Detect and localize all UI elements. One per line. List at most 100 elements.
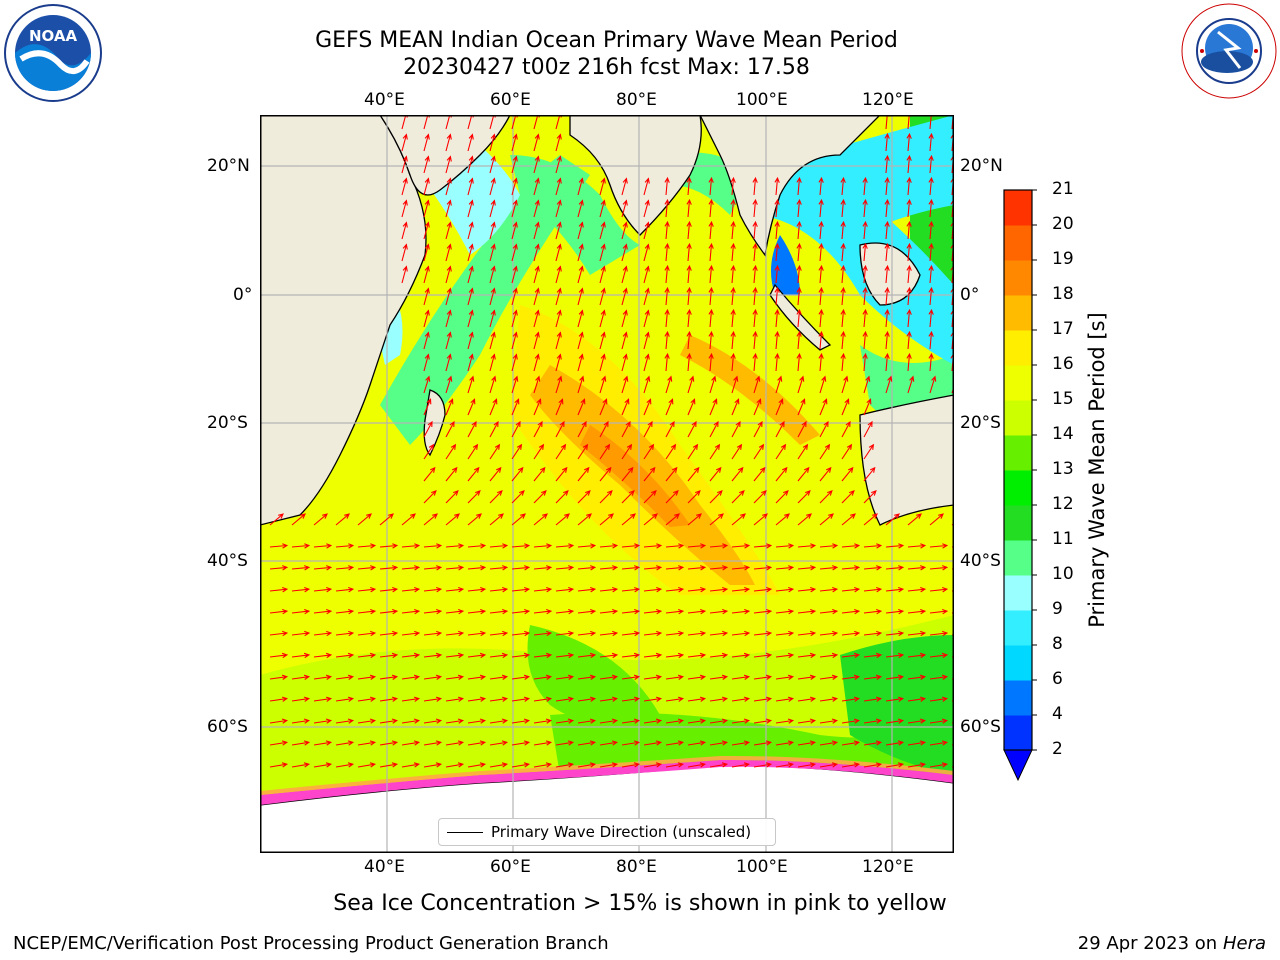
wave-arrow bbox=[731, 740, 751, 746]
wave-arrow bbox=[599, 586, 619, 593]
wave-arrow bbox=[885, 674, 905, 680]
wave-arrow bbox=[774, 352, 780, 372]
wave-arrow bbox=[862, 220, 868, 240]
wave-arrow bbox=[841, 543, 861, 549]
wave-arrow bbox=[840, 264, 846, 284]
wave-arrow bbox=[775, 586, 795, 593]
wave-arrow bbox=[774, 198, 780, 218]
wave-arrow bbox=[643, 762, 663, 768]
wave-arrow bbox=[731, 543, 751, 549]
wave-arrow bbox=[511, 630, 531, 637]
wave-arrow bbox=[357, 718, 377, 724]
wave-arrow bbox=[467, 543, 487, 549]
wave-arrow bbox=[423, 543, 443, 549]
wave-arrow bbox=[511, 375, 519, 394]
wave-arrow bbox=[489, 565, 509, 571]
wave-arrow bbox=[533, 565, 553, 571]
wave-arrow bbox=[467, 565, 487, 571]
wave-arrow bbox=[555, 513, 570, 526]
wave-arrow bbox=[665, 762, 685, 768]
wave-arrow bbox=[863, 740, 883, 746]
wave-arrow bbox=[313, 696, 333, 702]
wave-arrow bbox=[796, 264, 802, 284]
wave-arrow bbox=[423, 586, 443, 593]
wave-arrow bbox=[511, 155, 518, 174]
lon-label-bottom-120e: 120°E bbox=[862, 857, 914, 877]
wave-arrow bbox=[797, 652, 817, 659]
wave-arrow bbox=[840, 308, 846, 328]
wave-arrow bbox=[687, 674, 707, 680]
wave-arrow bbox=[862, 352, 868, 372]
sea-ice-edge bbox=[260, 759, 954, 805]
wave-arrow bbox=[313, 608, 333, 615]
wave-arrow bbox=[445, 243, 452, 262]
wave-arrow bbox=[313, 565, 333, 571]
wave-arrow bbox=[401, 543, 421, 549]
colorbar-segment bbox=[1004, 715, 1032, 751]
wave-arrow bbox=[511, 398, 520, 416]
wave-arrow bbox=[818, 220, 824, 240]
wave-arrow bbox=[797, 608, 817, 615]
wave-arrow bbox=[643, 265, 650, 284]
wave-arrow bbox=[797, 630, 817, 637]
wave-arrow bbox=[664, 198, 670, 218]
wave-arrow bbox=[555, 543, 575, 549]
wave-arrow bbox=[841, 718, 861, 724]
wave-arrow bbox=[775, 513, 790, 526]
wave-arrow bbox=[665, 630, 685, 637]
wave-arrow bbox=[335, 608, 355, 615]
colorbar-tick-label: 21 bbox=[1052, 179, 1074, 199]
wave-arrow bbox=[401, 718, 421, 724]
wave-arrow bbox=[796, 242, 802, 262]
wave-arrow bbox=[885, 762, 905, 768]
wave-arrow bbox=[775, 652, 795, 659]
wave-arrow bbox=[357, 513, 372, 526]
colorbar-tick-label: 10 bbox=[1052, 564, 1074, 584]
wave-arrow bbox=[730, 286, 736, 306]
wave-arrow bbox=[313, 586, 333, 593]
wave-arrow bbox=[555, 221, 562, 240]
wave-arrow bbox=[269, 696, 289, 702]
wave-arrow bbox=[621, 652, 641, 659]
colorbar-segment bbox=[1004, 190, 1032, 226]
wave-arrow bbox=[752, 220, 758, 240]
wave-arrow bbox=[445, 221, 452, 240]
wave-arrow bbox=[774, 308, 780, 328]
colorbar-segment bbox=[1004, 645, 1032, 681]
wave-arrow bbox=[775, 608, 795, 615]
wave-arrow bbox=[753, 762, 773, 768]
wave-arrow bbox=[489, 696, 509, 702]
wave-arrow bbox=[686, 330, 692, 350]
wave-arrow bbox=[775, 565, 795, 571]
sea-ice-caption: Sea Ice Concentration > 15% is shown in … bbox=[333, 891, 947, 916]
wave-arrow bbox=[467, 177, 474, 196]
lon-label-bottom-100e: 100°E bbox=[736, 857, 788, 877]
wave-arrow bbox=[445, 565, 465, 571]
wave-arrow bbox=[664, 264, 670, 284]
wave-arrow bbox=[577, 696, 597, 702]
wave-arrow bbox=[686, 308, 692, 328]
wave-arrow bbox=[533, 674, 553, 680]
wave-arrow bbox=[841, 630, 861, 637]
wave-arrow bbox=[819, 630, 839, 637]
colorbar-label: Primary Wave Mean Period [s] bbox=[1085, 312, 1109, 628]
wave-arrow bbox=[884, 264, 890, 284]
wave-arrow bbox=[929, 513, 944, 526]
wave-arrow bbox=[423, 718, 443, 724]
wave-arrow bbox=[423, 674, 443, 680]
wave-arrow bbox=[708, 286, 714, 306]
colorbar-segment bbox=[1004, 330, 1032, 366]
colorbar-segment bbox=[1004, 295, 1032, 331]
colorbar-tick-label: 8 bbox=[1052, 634, 1063, 654]
wave-arrow bbox=[841, 398, 850, 416]
wave-arrow bbox=[906, 132, 912, 152]
wave-arrow bbox=[489, 608, 509, 615]
wave-arrow bbox=[885, 696, 905, 702]
wave-arrow bbox=[884, 286, 890, 306]
wave-arrow bbox=[885, 586, 905, 593]
wave-arrow bbox=[731, 762, 751, 768]
wave-arrow bbox=[511, 466, 524, 482]
wave-arrow bbox=[577, 565, 597, 571]
wave-arrow bbox=[357, 740, 377, 746]
wave-arrow bbox=[665, 466, 678, 482]
